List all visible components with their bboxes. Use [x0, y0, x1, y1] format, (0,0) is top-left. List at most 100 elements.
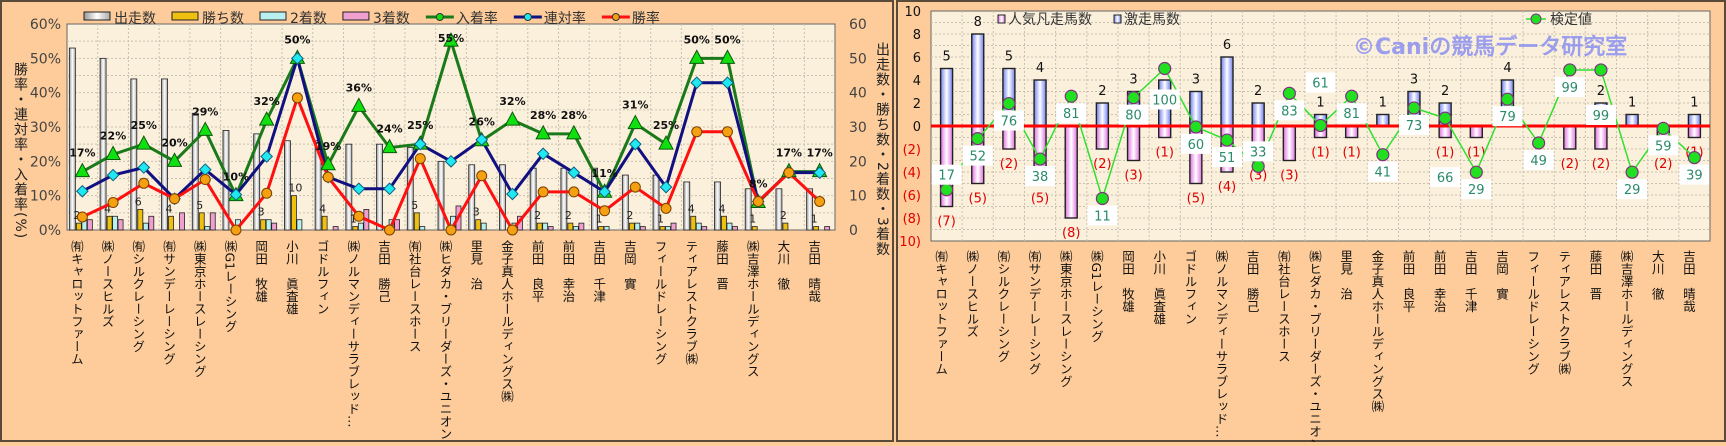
- category-label: ㈱東京ホースレーシング: [192, 240, 207, 378]
- bar-surge: [1687, 113, 1702, 127]
- bar-popular-flop: [1158, 125, 1172, 139]
- category-label: ㈱ヒダカ・ブリーダーズ・ユニオン: [1307, 250, 1322, 442]
- bar-thirds: [639, 226, 646, 231]
- bar-wins: [751, 226, 758, 231]
- score-label-box: [1492, 106, 1523, 127]
- y-tick-label: 20%: [30, 154, 61, 170]
- bar-wins: [137, 208, 144, 231]
- surge-label: 2: [1254, 84, 1262, 99]
- score-label: 79: [1499, 110, 1516, 125]
- category-label: 大川 徹: [1650, 250, 1665, 300]
- score-label-box: [1180, 133, 1211, 154]
- score-label: 99: [1593, 109, 1610, 124]
- score-label: 81: [1343, 107, 1360, 122]
- score-marker: [1438, 111, 1452, 125]
- y-tick-label: (2): [903, 143, 921, 158]
- bar-wins: [106, 215, 113, 231]
- score-marker: [1220, 133, 1234, 147]
- popular-flop-label: (3): [1280, 169, 1298, 184]
- wins-data-label: 4: [718, 202, 725, 215]
- bar-popular-flop: [1095, 125, 1110, 150]
- score-label-box: [1056, 103, 1087, 124]
- win-rate-marker: [353, 210, 365, 222]
- place-rate-label: 19%: [315, 140, 341, 153]
- category-label: 吉田 晴哉: [1681, 250, 1696, 313]
- bar-seconds: [603, 226, 610, 231]
- win-rate-marker: [384, 224, 396, 236]
- legend-label: 連対率: [544, 10, 586, 27]
- surge-label: 1: [1316, 96, 1324, 111]
- bar-starts: [591, 167, 598, 231]
- score-label: 83: [1281, 104, 1298, 119]
- place-rate-marker: [688, 49, 705, 64]
- wins-data-label: 1: [811, 213, 818, 226]
- bar-seconds: [695, 222, 702, 231]
- bar-starts: [714, 181, 721, 231]
- category-label: ㈱ノースヒルズ: [964, 250, 979, 338]
- bar-thirds: [86, 219, 93, 231]
- place-rate-label: 28%: [561, 109, 587, 122]
- legend-marker: [523, 13, 532, 21]
- place-rate-label: 25%: [131, 119, 157, 132]
- score-label: 81: [1063, 107, 1080, 122]
- score-label-box: [1149, 89, 1180, 110]
- y-tick-label: 6: [913, 51, 921, 66]
- bar-wins: [75, 222, 82, 231]
- y-tick-label: (4): [903, 166, 921, 181]
- bar-popular-flop: [1064, 125, 1078, 219]
- y-tick-label: (10): [898, 235, 921, 250]
- bar-seconds: [665, 226, 671, 231]
- surge-label: 4: [1503, 61, 1511, 76]
- place-rate-label: 17%: [806, 147, 832, 160]
- score-label: 11: [1094, 209, 1111, 224]
- bar-thirds: [117, 219, 124, 231]
- popular-flop-label: (5): [1031, 192, 1049, 207]
- popular-flop-label: (1): [1155, 146, 1173, 161]
- top2-rate-marker: [690, 76, 704, 90]
- bar-seconds: [265, 219, 272, 231]
- top2-rate-marker: [475, 133, 489, 147]
- category-label: ㈲サンデーレーシング: [161, 240, 176, 365]
- surge-label: 8: [974, 15, 982, 30]
- legend-label: 3着数: [373, 11, 410, 27]
- left-chart-panel: 0% 10% 20% 30% 40% 50% 60% 0 10 20 30 40 50 60 2 4 6 4 5 3 1…: [0, 0, 894, 442]
- bar-thirds: [179, 212, 185, 231]
- top2-rate-marker: [198, 163, 212, 176]
- win-rate-marker: [445, 224, 457, 236]
- bar-starts: [130, 78, 138, 231]
- place-rate-label: 50%: [284, 33, 310, 46]
- score-marker: [1313, 118, 1328, 133]
- right-chart-panel: (10) (8) (6) (4) (2) 0 2 4 6 8 10 (7) 5 (5) 8 (2) 5 (5) 4 (…: [896, 0, 1726, 442]
- score-label: 39: [1686, 169, 1703, 184]
- place-rate-marker: [105, 145, 121, 160]
- score-label-box: [1336, 103, 1367, 124]
- y-tick-label: 60%: [30, 17, 61, 33]
- bar-wins: [721, 215, 727, 231]
- score-marker: [1469, 165, 1483, 179]
- category-label: 吉田 千津: [591, 240, 606, 303]
- score-label: 17: [938, 169, 955, 184]
- win-rate-marker: [230, 224, 242, 236]
- bar-surge: [1376, 113, 1390, 127]
- bar-wins: [782, 222, 789, 231]
- bar-surge: [1033, 79, 1047, 127]
- place-rate-marker: [719, 49, 736, 64]
- place-rate-marker: [627, 114, 644, 130]
- bar-thirds: [394, 219, 400, 231]
- score-label-box: [1118, 104, 1149, 125]
- score-label-box: [1398, 114, 1429, 135]
- wins-data-label: 1: [749, 213, 756, 226]
- category-label: 大川 徹: [775, 240, 790, 290]
- place-rate-marker: [351, 97, 367, 112]
- wins-data-label: 2: [780, 209, 787, 222]
- top2-rate-marker: [598, 185, 611, 199]
- win-rate-marker: [169, 193, 181, 205]
- place-rate-label: 10%: [223, 171, 249, 184]
- category-label: ㈲シルクレーシング: [995, 250, 1010, 363]
- bar-popular-flop: [1687, 125, 1702, 139]
- legend-swatch: [171, 11, 199, 21]
- popular-flop-label: (8): [1062, 226, 1080, 241]
- bar-surge: [971, 33, 985, 127]
- place-rate-label: 20%: [161, 136, 187, 149]
- category-label: ㈱G1レーシング: [1089, 250, 1104, 343]
